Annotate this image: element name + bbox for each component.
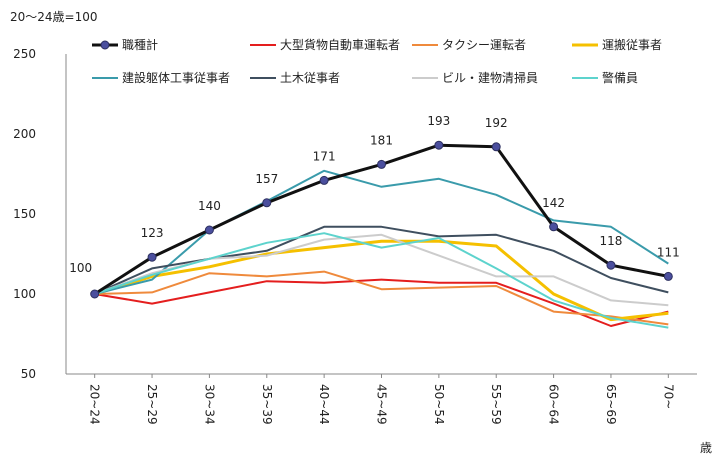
x-tick-label: 50~54	[432, 384, 446, 425]
data-label: 192	[485, 116, 508, 130]
series-line	[94, 270, 669, 326]
series-line	[94, 225, 669, 295]
x-tick-label: 20~24	[88, 384, 102, 425]
data-label: 193	[427, 114, 450, 128]
legend-item: ビル・建物清掃員	[412, 70, 538, 85]
data-point	[663, 271, 673, 281]
legend-label: タクシー運転者	[442, 38, 526, 52]
x-tick-label: 25~29	[145, 384, 159, 425]
data-label: 171	[313, 149, 336, 163]
data-labels: 100 123 140 157 171 181 193 192 142 118 111	[69, 114, 680, 275]
legend-item: 警備員	[572, 70, 638, 85]
x-tick-label: 70~	[661, 384, 675, 409]
x-tick-label: 60~64	[547, 384, 561, 425]
series-line	[94, 278, 669, 327]
data-label: 111	[657, 245, 680, 259]
legend-item: タクシー運転者	[412, 38, 526, 52]
data-point	[90, 289, 100, 299]
data-label: 157	[255, 172, 278, 186]
legend-item: 大型貨物自動車運転者	[250, 37, 400, 52]
data-point	[434, 140, 444, 150]
data-point	[147, 252, 157, 262]
data-label: 100	[69, 261, 92, 275]
x-axis-unit-label: 歳	[700, 441, 712, 455]
x-tick-label: 45~49	[375, 384, 389, 425]
data-point	[319, 175, 329, 185]
series-line	[94, 239, 669, 322]
series-layer	[90, 140, 673, 329]
data-point	[377, 159, 386, 169]
legend-item: 運搬従事者	[572, 37, 662, 52]
y-tick-label: 250	[13, 47, 36, 61]
y-tick-label: 200	[13, 127, 36, 141]
legend-label: 警備員	[602, 70, 638, 85]
legend-marker	[100, 40, 110, 50]
data-label: 181	[370, 133, 393, 147]
x-tick-label: 40~44	[317, 384, 331, 425]
y-tick-label: 100	[13, 287, 36, 301]
data-point	[491, 142, 501, 152]
legend-item: 土木従事者	[250, 71, 340, 85]
data-point	[549, 222, 559, 232]
legend-item: 職種計	[92, 37, 158, 52]
data-point	[606, 260, 616, 270]
data-label: 123	[141, 226, 164, 240]
x-tick-label: 55~59	[489, 384, 503, 425]
legend-label: 職種計	[122, 37, 158, 52]
x-tick-label: 30~34	[202, 384, 216, 425]
y-tick-label: 50	[21, 367, 36, 381]
axes: 50 100 150 200 250 20~24 25~29 30~34 35~39 40~44 4…	[13, 47, 697, 425]
legend-label: 運搬従事者	[602, 37, 662, 52]
series-line	[94, 232, 669, 329]
data-label: 142	[542, 196, 565, 210]
x-tick-label: 35~39	[260, 384, 274, 425]
legend-label: ビル・建物清掃員	[442, 70, 538, 85]
legend-item: 建設躯体工事従事者	[92, 70, 230, 85]
legend-label: 建設躯体工事従事者	[122, 70, 230, 85]
x-tick-label: 65~69	[604, 384, 618, 425]
data-label: 140	[198, 199, 221, 213]
data-label: 118	[600, 234, 623, 248]
series-line	[94, 169, 669, 295]
y-tick-label: 150	[13, 207, 36, 221]
data-point	[204, 225, 214, 235]
data-point	[262, 198, 272, 208]
unit-note: 20～24歳=100	[10, 10, 98, 24]
legend-label: 土木従事者	[280, 71, 340, 85]
legend-label: 大型貨物自動車運転者	[280, 37, 400, 52]
